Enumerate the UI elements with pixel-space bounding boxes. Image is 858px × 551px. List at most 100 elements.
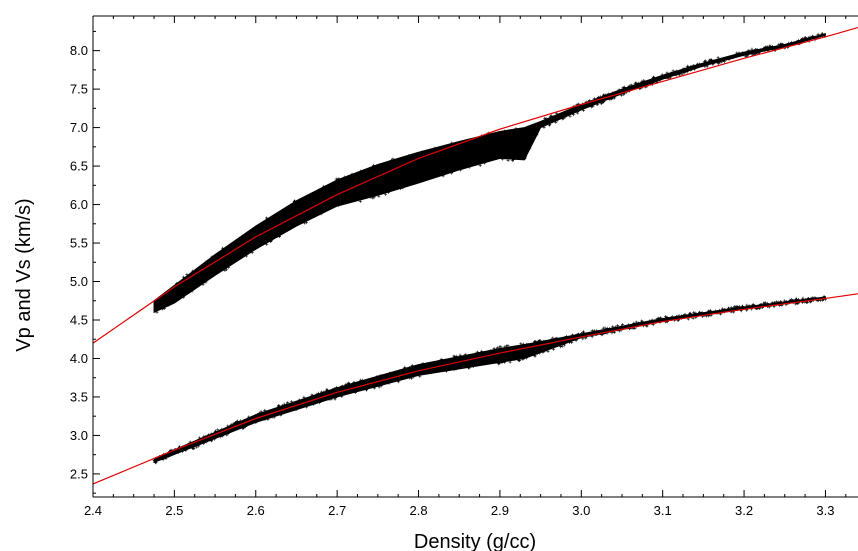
scatter-point (492, 357, 496, 361)
scatter-point (434, 163, 438, 167)
scatter-point (517, 358, 521, 362)
scatter-point (226, 247, 230, 251)
scatter-point (352, 177, 356, 181)
scatter-point (545, 344, 549, 348)
scatter-point (688, 313, 692, 317)
scatter-point (233, 241, 237, 245)
scatter-point (590, 105, 594, 109)
scatter-point (778, 300, 782, 304)
scatter-point (590, 329, 594, 333)
scatter-point (527, 352, 531, 356)
scatter-point (345, 195, 349, 199)
scatter-point (501, 353, 505, 357)
scatter-point (454, 367, 458, 371)
scatter-point (797, 297, 801, 301)
scatter-point (398, 184, 402, 188)
scatter-point (407, 376, 411, 380)
scatter-point (422, 366, 426, 370)
scatter-point (308, 396, 312, 400)
scatter-point (494, 360, 498, 364)
scatter-point (674, 69, 678, 73)
x-tick-label: 2.8 (409, 503, 427, 518)
scatter-point (528, 348, 532, 352)
scatter-point (473, 361, 477, 365)
scatter-point (749, 50, 753, 54)
scatter-point (347, 382, 351, 386)
scatter-point (319, 392, 323, 396)
scatter-point (565, 112, 569, 116)
scatter-point (621, 323, 625, 327)
scatter-point (605, 326, 609, 330)
scatter-point (292, 205, 296, 209)
scatter-point (269, 240, 273, 244)
scatter-point (461, 166, 465, 170)
scatter-point (809, 37, 813, 41)
scatter-point (204, 440, 208, 444)
scatter-point (253, 230, 257, 234)
scatter-point (535, 350, 539, 354)
scatter-point (277, 405, 281, 409)
scatter-point (541, 122, 545, 126)
scatter-point (600, 100, 604, 104)
scatter-point (685, 314, 689, 318)
scatter-point (369, 384, 373, 388)
scatter-point (377, 385, 381, 389)
scatter-point (493, 134, 497, 138)
scatter-point (407, 154, 411, 158)
scatter-point (243, 424, 247, 428)
scatter-point (446, 160, 450, 164)
scatter-point (515, 351, 519, 355)
scatter-point (264, 239, 268, 243)
scatter-point (622, 92, 626, 96)
scatter-point (663, 75, 667, 79)
scatter-point (458, 357, 462, 361)
scatter-point (341, 387, 345, 391)
scatter-point (765, 301, 769, 305)
scatter-point (185, 273, 189, 277)
scatter-point (241, 426, 245, 430)
scatter-point (166, 294, 170, 298)
scatter-point (265, 242, 269, 246)
scatter-point (235, 242, 239, 246)
scatter-point (208, 269, 212, 273)
scatter-point (399, 187, 403, 191)
scatter-point (580, 105, 584, 109)
scatter-point (367, 379, 371, 383)
scatter-point (453, 355, 457, 359)
scatter-point (338, 201, 342, 205)
scatter-point (533, 339, 537, 343)
y-tick-label: 3.0 (70, 428, 88, 443)
scatter-point (413, 169, 417, 173)
scatter-point (513, 131, 517, 135)
scatter-point (623, 87, 627, 91)
scatter-point (732, 55, 736, 59)
scatter-point (394, 186, 398, 190)
scatter-point (199, 441, 203, 445)
scatter-point (382, 162, 386, 166)
scatter-point (473, 150, 477, 154)
scatter-point (321, 392, 325, 396)
scatter-point (777, 42, 781, 46)
scatter-point (431, 168, 435, 172)
scatter-point (712, 60, 716, 64)
scatter-point (202, 265, 206, 269)
scatter-point (344, 181, 348, 185)
scatter-point (685, 70, 689, 74)
scatter-point (566, 336, 570, 340)
scatter-point (489, 139, 493, 143)
scatter-point (235, 426, 239, 430)
scatter-point (539, 124, 543, 128)
scatter-point (312, 402, 316, 406)
scatter-point (261, 241, 265, 245)
scatter-point (164, 457, 168, 461)
scatter-point (274, 222, 278, 226)
scatter-point (155, 310, 159, 314)
scatter-point (512, 357, 516, 361)
scatter-point (364, 183, 368, 187)
scatter-point (475, 353, 479, 357)
scatter-point (235, 420, 239, 424)
scatter-point (327, 397, 331, 401)
scatter-point (707, 310, 711, 314)
scatter-point (315, 209, 319, 213)
scatter-point (419, 158, 423, 162)
